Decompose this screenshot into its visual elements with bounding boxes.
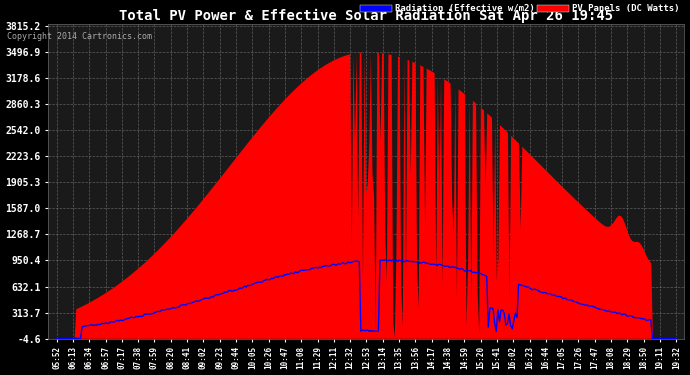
Title: Total PV Power & Effective Solar Radiation Sat Apr 26 19:45: Total PV Power & Effective Solar Radiati… — [119, 9, 613, 23]
Text: Copyright 2014 Cartronics.com: Copyright 2014 Cartronics.com — [7, 32, 152, 41]
Legend: Radiation (Effective w/m2), PV Panels (DC Watts): Radiation (Effective w/m2), PV Panels (D… — [359, 3, 680, 14]
